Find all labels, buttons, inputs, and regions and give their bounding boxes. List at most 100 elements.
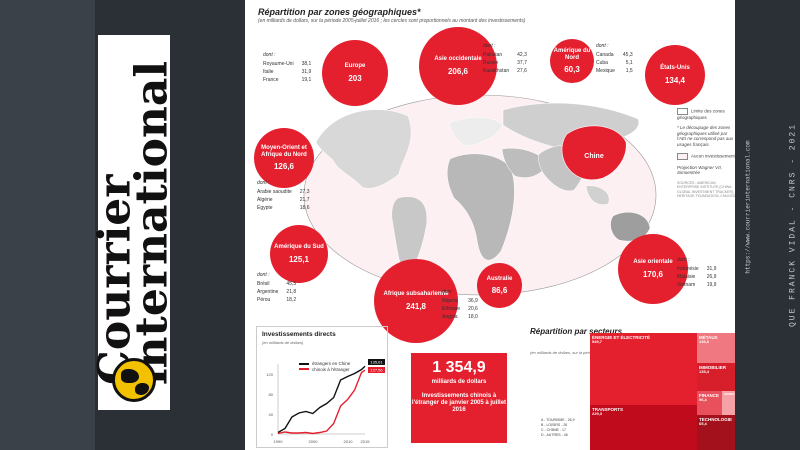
- detail-heading: dont :: [483, 43, 496, 49]
- source-url[interactable]: https://www.courrierinternational.com: [744, 140, 752, 274]
- bubble-value: 134,4: [664, 75, 686, 85]
- country-name: Malaisie: [677, 274, 696, 280]
- chart-title: Investissements directs: [262, 331, 336, 338]
- north-america-shape: [315, 109, 412, 189]
- bubble-value: 125,1: [288, 254, 310, 264]
- sector-name: MÉTAUX: [699, 335, 718, 340]
- y-tick-label: 0: [271, 432, 274, 437]
- country-value: 19,9: [706, 282, 717, 288]
- treemap-technologie: TECHNOLOGIE 65,4: [697, 415, 735, 450]
- country-value: 1,5: [625, 68, 633, 74]
- country-value: 36,9: [468, 298, 478, 304]
- bubble-name: Amérique du Sud: [274, 244, 324, 251]
- country-name: Algérie: [257, 197, 273, 203]
- detail-row: Russie 37,7: [483, 60, 527, 68]
- bubble-value: 203: [348, 73, 362, 83]
- country-name: Russie: [483, 60, 499, 66]
- country-name: Angola: [442, 314, 458, 320]
- bubble-name: Asie orientale: [633, 259, 673, 266]
- country-value: 21,7: [299, 197, 310, 203]
- country-value: 45,3: [622, 52, 633, 58]
- country-value: 18,6: [299, 205, 310, 211]
- bubble-asie-occidentale: Asie occidentale 206,6: [419, 27, 497, 105]
- detail-row: Pakistan 42,3: [483, 52, 527, 60]
- detail-asie-orientale: dont : Indonésie 31,9 Malaisie 26,9 Vietna…: [677, 257, 716, 290]
- legend-none-label: Aucun investissement: [691, 153, 735, 159]
- middle-east-shape: [501, 148, 550, 178]
- y-tick-label: 80: [269, 392, 274, 397]
- page-title: Répartition par zones géographiques*: [258, 7, 421, 17]
- china-shape: [561, 125, 627, 181]
- detail-row: France 19,1: [263, 77, 311, 85]
- page-subtitle: (en milliards de dollars, sur la période…: [258, 18, 526, 24]
- logo-text: Courrier international: [90, 60, 178, 384]
- sector-list-item: B - LOISIRS - 26: [541, 422, 568, 427]
- country-name: Pakistan: [483, 52, 503, 58]
- bubble-value: 126,6: [273, 161, 295, 171]
- detail-row: Arabie saoudite 27,3: [257, 189, 309, 197]
- detail-heading: dont :: [257, 272, 270, 278]
- bubble-name: Moyen-Orient et Afrique du Nord: [261, 145, 307, 158]
- x-tick-label: 2000: [309, 439, 319, 444]
- detail-row: Égypte 18,6: [257, 205, 309, 213]
- treemap-metaux: MÉTAUX 146,6: [697, 333, 735, 363]
- country-name: Argentine: [257, 289, 279, 295]
- bubble-name: États-Unis: [660, 65, 690, 72]
- legend-none: Aucun investissement: [677, 152, 735, 160]
- bubble-name: Australie: [486, 275, 513, 282]
- detail-amerique-du-sud: dont : Brésil 45,5 Argentine 21,8 Pérou 18,…: [257, 272, 296, 305]
- bubble-moyen-orient: Moyen-Orient et Afrique du Nord 126,6: [254, 128, 314, 188]
- country-value: 42,3: [517, 52, 527, 58]
- sector-list-item: D - AUTRES - 46: [541, 432, 568, 437]
- treemap-transports: TRANSPORTS 229,3: [590, 405, 697, 450]
- x-tick-label: 2015: [361, 439, 371, 444]
- bubble-value: 241,8: [405, 301, 427, 311]
- country-name: Canada: [596, 52, 614, 58]
- sector-value: 96,4: [699, 397, 707, 403]
- chart-legend: étrangers en Chine chinois à l'étranger: [299, 361, 350, 372]
- series-line-chinese-abroad: [277, 369, 366, 435]
- globe-icon: [112, 358, 156, 402]
- detail-row: Mexique 1,5: [596, 68, 633, 76]
- legend-zones: Limite des zones géographiques: [677, 108, 735, 120]
- chart-axes: [277, 364, 365, 435]
- x-tick-label: 1990: [274, 439, 284, 444]
- sector-treemap: ÉNERGIE ET ÉLECTRICITÉ 549,7 TRANSPORTS …: [590, 333, 735, 450]
- detail-heading: dont :: [677, 257, 690, 263]
- end-label-china: 127,56: [368, 367, 385, 373]
- legend-note: * Le découpage des zones géographiques u…: [677, 125, 734, 147]
- end-label-foreign-text: 135,61: [370, 360, 383, 365]
- total-unit: milliards de dollars: [431, 379, 487, 385]
- country-value: 26,9: [706, 274, 717, 280]
- infographic-page: Répartition par zones géographiques* (en…: [245, 0, 735, 450]
- country-name: Pérou: [257, 297, 271, 303]
- end-label-foreign-box: [368, 359, 385, 365]
- detail-heading: dont :: [263, 52, 276, 58]
- right-credit-strip: QUE FRANCK VIDAL - CNRS - 2021 https://w…: [735, 0, 800, 450]
- country-name: Kazakhstan: [483, 68, 510, 74]
- legend-key-foreign: [299, 362, 309, 365]
- detail-row: Royaume-Uni 38,1: [263, 61, 311, 69]
- detail-row: Italie 31,9: [263, 69, 311, 77]
- country-name: Royaume-Uni: [263, 61, 294, 67]
- country-name: Mexique: [596, 68, 615, 74]
- zone-swatch: [677, 108, 688, 115]
- bubble-afrique-subsaharienne: Afrique subsaharienne 241,8: [374, 259, 458, 343]
- sector-value: 135,4: [699, 369, 710, 375]
- sector-name: AGRICULTURE: [724, 392, 735, 396]
- detail-row: Nigeria 36,9: [442, 298, 478, 306]
- credit-text: QUE FRANCK VIDAL - CNRS - 2021: [788, 122, 798, 328]
- legend-item-china: chinois à l'étranger: [299, 367, 350, 373]
- country-value: 18,0: [468, 314, 478, 320]
- country-value: 21,8: [286, 289, 297, 295]
- detail-row: Vietnam 19,9: [677, 282, 716, 290]
- bubble-value: 86,6: [491, 286, 508, 296]
- sector-name: IMMOBILIER: [699, 365, 726, 370]
- bubble-name: Europe: [344, 63, 366, 70]
- detail-afrique-subsaharienne: dont : Nigeria 36,9 Éthiopie 20,6 Angola 18…: [442, 289, 478, 322]
- detail-row: Argentine 21,8: [257, 289, 296, 297]
- y-tick-label: 40: [269, 412, 274, 417]
- country-value: 18,2: [286, 297, 297, 303]
- detail-row: Indonésie 31,9: [677, 266, 716, 274]
- world-map: Chine: [303, 94, 657, 296]
